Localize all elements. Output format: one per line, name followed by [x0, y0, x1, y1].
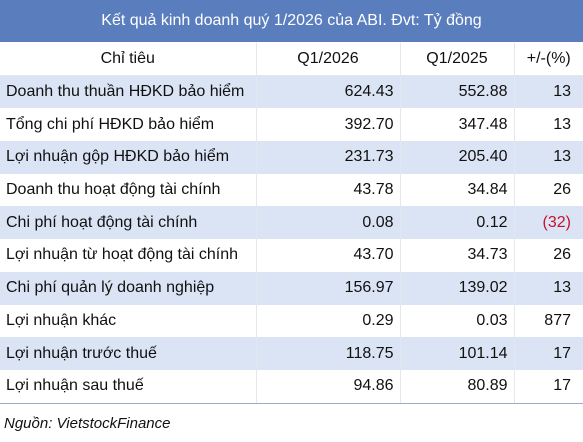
value-change: (32)	[514, 206, 583, 240]
value-q1-2025: 34.84	[400, 173, 515, 207]
header-row: Chỉ tiêu Q1/2026 Q1/2025 +/-(%)	[0, 43, 583, 77]
row-label: Doanh thu hoạt động tài chính	[0, 173, 257, 207]
value-q1-2025: 34.73	[400, 239, 515, 272]
value-q1-2026: 392.70	[256, 108, 401, 142]
value-q1-2026: 118.75	[256, 337, 401, 370]
value-change: 26	[514, 173, 583, 207]
table-row: Lợi nhuận sau thuế 94.86 80.89 17	[0, 369, 583, 403]
value-q1-2026: 0.08	[256, 206, 401, 240]
table-body: Doanh thu thuần HĐKD bảo hiểm 624.43 552.8…	[0, 75, 583, 403]
row-label: Chi phí quản lý doanh nghiệp	[0, 271, 257, 305]
value-q1-2026: 94.86	[256, 369, 401, 403]
value-change: 13	[514, 108, 583, 142]
row-label: Lợi nhuận trước thuế	[0, 337, 257, 370]
table-row: Tổng chi phí HĐKD bảo hiểm 392.70 347.48 13	[0, 108, 583, 142]
value-q1-2025: 0.03	[400, 304, 515, 338]
table-row: Doanh thu thuần HĐKD bảo hiểm 624.43 552.8…	[0, 75, 583, 109]
value-q1-2026: 43.70	[256, 239, 401, 272]
header-change: +/-(%)	[514, 43, 583, 77]
table-row: Lợi nhuận trước thuế 118.75 101.14 17	[0, 337, 583, 370]
value-change: 17	[514, 337, 583, 370]
table-row: Lợi nhuận khác 0.29 0.03 877	[0, 304, 583, 338]
value-q1-2025: 0.12	[400, 206, 515, 240]
value-change: 13	[514, 271, 583, 305]
header-indicator: Chỉ tiêu	[0, 43, 257, 77]
source-note: Nguồn: VietstockFinance	[0, 403, 583, 442]
value-change: 17	[514, 369, 583, 403]
value-q1-2026: 231.73	[256, 141, 401, 174]
value-change: 13	[514, 141, 583, 174]
value-q1-2026: 156.97	[256, 271, 401, 305]
value-change: 13	[514, 75, 583, 109]
value-change: 877	[514, 304, 583, 338]
table-header: Chỉ tiêu Q1/2026 Q1/2025 +/-(%)	[0, 43, 583, 77]
value-q1-2025: 80.89	[400, 369, 515, 403]
table-row: Chi phí quản lý doanh nghiệp 156.97 139.02…	[0, 271, 583, 305]
financial-results-table: Chỉ tiêu Q1/2026 Q1/2025 +/-(%) Doanh th…	[0, 43, 583, 403]
value-q1-2026: 624.43	[256, 75, 401, 109]
value-q1-2025: 101.14	[400, 337, 515, 370]
row-label: Lợi nhuận từ hoạt động tài chính	[0, 239, 257, 272]
header-q1-2026: Q1/2026	[256, 43, 401, 77]
table-row: Doanh thu hoạt động tài chính 43.78 34.84 2…	[0, 173, 583, 207]
row-label: Chi phí hoạt động tài chính	[0, 206, 257, 240]
table-title: Kết quả kinh doanh quý 1/2026 của ABI. Đ…	[0, 0, 583, 42]
row-label: Lợi nhuận khác	[0, 304, 257, 338]
value-change: 26	[514, 239, 583, 272]
value-q1-2025: 205.40	[400, 141, 515, 174]
value-q1-2026: 0.29	[256, 304, 401, 338]
table-row: Chi phí hoạt động tài chính 0.08 0.12 (32)	[0, 206, 583, 240]
value-q1-2025: 347.48	[400, 108, 515, 142]
table-row: Lợi nhuận từ hoạt động tài chính 43.70 34.…	[0, 239, 583, 272]
table-row: Lợi nhuận gộp HĐKD bảo hiểm 231.73 205.40 1…	[0, 141, 583, 174]
value-q1-2026: 43.78	[256, 173, 401, 207]
row-label: Tổng chi phí HĐKD bảo hiểm	[0, 108, 257, 142]
row-label: Lợi nhuận gộp HĐKD bảo hiểm	[0, 141, 257, 174]
value-q1-2025: 552.88	[400, 75, 515, 109]
row-label: Lợi nhuận sau thuế	[0, 369, 257, 403]
value-q1-2025: 139.02	[400, 271, 515, 305]
header-q1-2025: Q1/2025	[400, 43, 515, 77]
row-label: Doanh thu thuần HĐKD bảo hiểm	[0, 75, 257, 109]
